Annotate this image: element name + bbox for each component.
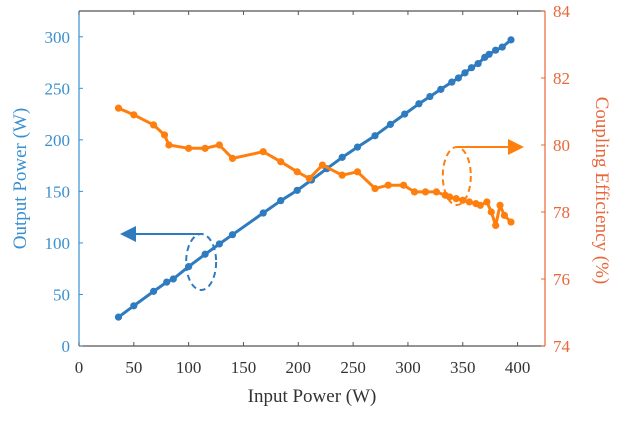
y-left-tick-label: 150 — [45, 182, 71, 201]
data-point — [446, 193, 454, 201]
data-point — [114, 104, 123, 112]
x-tick-label: 250 — [340, 358, 366, 377]
data-point — [465, 198, 473, 206]
y-right-tick-label: 74 — [553, 337, 571, 356]
data-point — [130, 111, 138, 119]
data-point — [399, 181, 408, 189]
data-point — [492, 221, 500, 229]
data-point — [492, 46, 500, 54]
x-tick-label: 200 — [286, 358, 312, 377]
data-point — [496, 201, 504, 209]
x-tick-label: 50 — [125, 358, 142, 377]
data-point — [432, 188, 441, 196]
y-right-tick-label: 78 — [553, 203, 570, 222]
x-tick-label: 100 — [176, 358, 202, 377]
series-layer — [114, 36, 515, 321]
data-point — [215, 141, 223, 149]
data-point — [201, 144, 209, 152]
data-point — [452, 195, 460, 203]
x-axis-label: Input Power (W) — [248, 386, 377, 407]
data-point — [421, 188, 430, 196]
y-right-tick-label: 82 — [553, 69, 570, 88]
data-point — [169, 275, 177, 283]
y-right-tick-label: 80 — [553, 136, 570, 155]
data-point — [507, 36, 515, 44]
data-point — [498, 43, 506, 51]
x-tick-label: 400 — [505, 358, 531, 377]
data-point — [371, 184, 379, 193]
data-point — [149, 121, 158, 129]
data-point — [293, 186, 301, 194]
data-point — [507, 218, 515, 226]
plot-frame — [78, 10, 546, 347]
data-point — [487, 208, 495, 216]
x-tick-label: 300 — [395, 358, 421, 377]
ellipse-marker-output-power — [185, 233, 218, 291]
data-point — [353, 168, 362, 176]
series-output-power — [114, 36, 515, 321]
y-left-tick-label: 200 — [45, 131, 71, 150]
data-point — [461, 69, 469, 77]
data-point — [371, 132, 379, 140]
data-point — [163, 278, 171, 286]
data-point — [149, 287, 158, 295]
data-point — [500, 211, 509, 219]
data-point — [338, 153, 346, 161]
data-point — [318, 161, 327, 169]
x-tick-label: 350 — [450, 358, 476, 377]
data-point — [185, 144, 193, 152]
x-tick-label: 150 — [231, 358, 257, 377]
y-right-tick-label: 76 — [553, 270, 570, 289]
data-point — [483, 198, 491, 206]
data-point — [293, 168, 301, 176]
data-point — [338, 171, 346, 179]
data-point — [448, 78, 456, 86]
data-point — [277, 197, 285, 205]
y-axis-left-label: Output Power (W) — [10, 108, 31, 249]
annotations — [120, 139, 524, 291]
data-point — [485, 50, 493, 58]
data-point — [130, 302, 138, 310]
data-point — [415, 100, 423, 108]
x-tick-label: 0 — [75, 358, 84, 377]
y-right-tick-label: 84 — [553, 2, 571, 21]
data-point — [165, 141, 173, 149]
y-left-tick-label: 300 — [45, 28, 71, 47]
data-point — [410, 188, 419, 196]
data-point — [476, 201, 484, 209]
data-point — [467, 64, 476, 72]
series-coupling-efficiency — [114, 104, 515, 229]
data-point — [114, 313, 123, 321]
data-point — [215, 240, 223, 248]
data-point — [277, 158, 285, 166]
data-point — [201, 250, 209, 258]
y-left-tick-label: 250 — [45, 79, 71, 98]
series-line — [117, 106, 513, 227]
data-point — [259, 148, 267, 156]
data-point — [305, 174, 313, 183]
y-left-tick-label: 100 — [45, 234, 71, 253]
y-axis-right-label: Coupling Efficiency (%) — [591, 97, 612, 285]
ellipse-marker-coupling-efficiency — [441, 146, 472, 206]
data-point — [454, 74, 462, 82]
data-point — [426, 92, 434, 101]
data-point — [259, 209, 267, 217]
data-point — [228, 231, 237, 239]
data-point — [437, 85, 445, 93]
y-left-tick-label: 50 — [53, 285, 70, 304]
data-point — [384, 181, 392, 189]
data-point — [474, 59, 482, 68]
axis-ticks: 0 50 100 150 200 250 300 350 400 0 50 100 150 200 250 3… — [45, 2, 571, 377]
y-left-tick-label: 0 — [62, 337, 71, 356]
data-point — [160, 131, 169, 139]
data-point — [401, 110, 409, 118]
data-point — [386, 120, 394, 128]
data-point — [353, 143, 362, 151]
data-point — [228, 154, 237, 162]
